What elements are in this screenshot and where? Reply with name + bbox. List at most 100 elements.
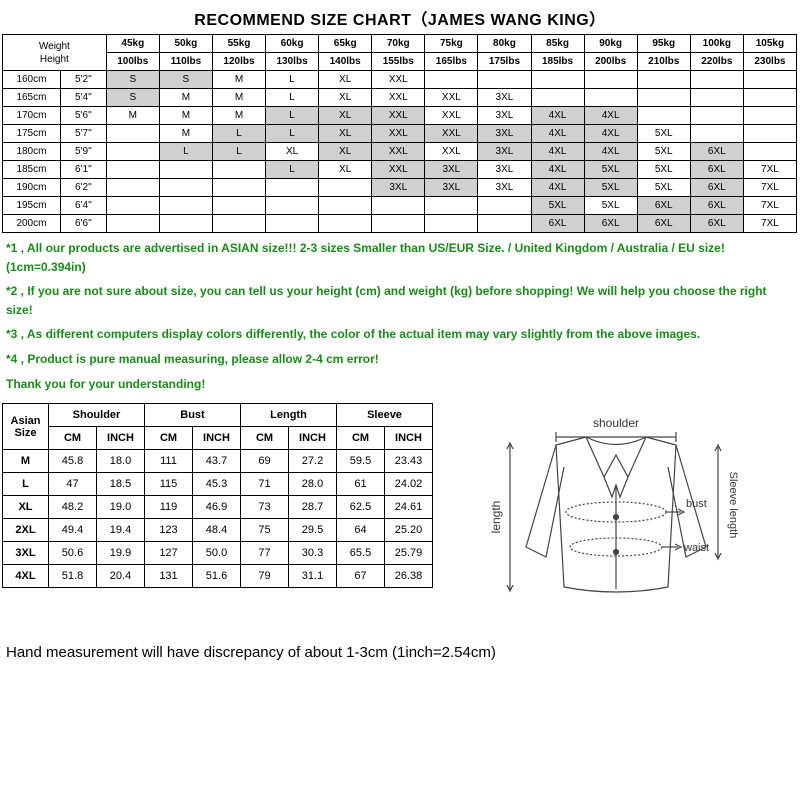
size-cell xyxy=(106,125,159,143)
size-cell: 6XL xyxy=(690,161,743,179)
size-cell: XL xyxy=(319,71,372,89)
meas-value-cell: 79 xyxy=(241,565,289,588)
rec-table-head: WeightHeight45kg50kg55kg60kg65kg70kg75kg… xyxy=(3,35,797,71)
height-ft: 5'2" xyxy=(60,71,106,89)
weight-lbs-header: 165lbs xyxy=(425,53,478,71)
size-cell xyxy=(743,107,796,125)
size-cell: 6XL xyxy=(690,143,743,161)
meas-value-cell: 62.5 xyxy=(337,496,385,519)
size-cell: L xyxy=(266,107,319,125)
meas-table-body: M45.818.011143.76927.259.523.43L4718.511… xyxy=(3,450,433,588)
meas-size-cell: 3XL xyxy=(3,542,49,565)
meas-size-cell: 4XL xyxy=(3,565,49,588)
height-cm: 200cm xyxy=(3,215,61,233)
jacket-svg: shoulder length bust waist Sleeve length xyxy=(486,407,746,637)
size-cell xyxy=(584,71,637,89)
meas-value-cell: 131 xyxy=(145,565,193,588)
label-bust: bust xyxy=(686,498,707,510)
label-waist: waist xyxy=(683,542,709,554)
size-cell xyxy=(531,71,584,89)
size-cell xyxy=(690,107,743,125)
height-cm: 195cm xyxy=(3,197,61,215)
meas-value-cell: 51.6 xyxy=(193,565,241,588)
meas-unit-header: CM xyxy=(241,427,289,450)
size-cell xyxy=(478,197,531,215)
weight-kg-header: 80kg xyxy=(478,35,531,53)
meas-group-header: Bust xyxy=(145,404,241,427)
height-cm: 170cm xyxy=(3,107,61,125)
size-cell: XXL xyxy=(372,89,425,107)
weight-height-header: WeightHeight xyxy=(3,35,107,71)
note-line: *4 , Product is pure manual measuring, p… xyxy=(6,350,794,369)
size-cell: 4XL xyxy=(584,107,637,125)
size-cell xyxy=(372,215,425,233)
size-cell xyxy=(266,215,319,233)
meas-unit-header: INCH xyxy=(385,427,433,450)
size-cell xyxy=(319,197,372,215)
size-cell: L xyxy=(266,89,319,107)
meas-value-cell: 24.02 xyxy=(385,473,433,496)
weight-lbs-header: 175lbs xyxy=(478,53,531,71)
size-cell: 5XL xyxy=(637,143,690,161)
meas-group-header: Length xyxy=(241,404,337,427)
size-cell: 5XL xyxy=(531,197,584,215)
size-cell xyxy=(743,143,796,161)
meas-value-cell: 48.2 xyxy=(49,496,97,519)
size-cell: 4XL xyxy=(531,107,584,125)
meas-value-cell: 24.61 xyxy=(385,496,433,519)
meas-value-cell: 73 xyxy=(241,496,289,519)
weight-lbs-header: 200lbs xyxy=(584,53,637,71)
size-cell: M xyxy=(159,107,212,125)
weight-lbs-header: 185lbs xyxy=(531,53,584,71)
notes-block: *1 , All our products are advertised in … xyxy=(0,233,800,401)
meas-value-cell: 20.4 xyxy=(97,565,145,588)
size-cell xyxy=(159,179,212,197)
size-cell xyxy=(478,215,531,233)
size-cell xyxy=(212,161,265,179)
meas-value-cell: 51.8 xyxy=(49,565,97,588)
size-cell xyxy=(106,197,159,215)
size-cell xyxy=(637,71,690,89)
meas-value-cell: 67 xyxy=(337,565,385,588)
meas-value-cell: 119 xyxy=(145,496,193,519)
height-ft: 6'6" xyxy=(60,215,106,233)
meas-value-cell: 19.4 xyxy=(97,519,145,542)
size-cell: M xyxy=(212,89,265,107)
size-cell: L xyxy=(212,143,265,161)
size-cell: XXL xyxy=(425,143,478,161)
size-cell: XXL xyxy=(425,125,478,143)
label-shoulder: shoulder xyxy=(592,416,638,430)
meas-unit-header: CM xyxy=(337,427,385,450)
size-cell: 6XL xyxy=(637,215,690,233)
meas-value-cell: 111 xyxy=(145,450,193,473)
meas-value-cell: 49.4 xyxy=(49,519,97,542)
weight-kg-header: 50kg xyxy=(159,35,212,53)
weight-lbs-header: 230lbs xyxy=(743,53,796,71)
meas-unit-header: INCH xyxy=(193,427,241,450)
size-cell: 4XL xyxy=(531,125,584,143)
height-ft: 6'1" xyxy=(60,161,106,179)
note-line: *3 , As different computers display colo… xyxy=(6,325,794,344)
size-cell: 4XL xyxy=(531,179,584,197)
size-cell: S xyxy=(106,71,159,89)
size-cell: L xyxy=(266,71,319,89)
size-cell xyxy=(743,89,796,107)
size-cell xyxy=(266,179,319,197)
label-sleeve: Sleeve length xyxy=(727,472,739,539)
meas-value-cell: 31.1 xyxy=(289,565,337,588)
size-cell: XL xyxy=(319,143,372,161)
size-cell xyxy=(584,89,637,107)
size-cell xyxy=(425,215,478,233)
size-cell: 5XL xyxy=(584,197,637,215)
weight-kg-header: 90kg xyxy=(584,35,637,53)
footer-note: Hand measurement will have discrepancy o… xyxy=(0,640,800,661)
size-cell: 4XL xyxy=(531,161,584,179)
size-cell xyxy=(478,71,531,89)
meas-unit-header: CM xyxy=(49,427,97,450)
recommend-size-table: WeightHeight45kg50kg55kg60kg65kg70kg75kg… xyxy=(2,34,797,233)
meas-value-cell: 30.3 xyxy=(289,542,337,565)
meas-value-cell: 123 xyxy=(145,519,193,542)
size-cell: 5XL xyxy=(637,125,690,143)
meas-value-cell: 25.20 xyxy=(385,519,433,542)
meas-size-cell: M xyxy=(3,450,49,473)
